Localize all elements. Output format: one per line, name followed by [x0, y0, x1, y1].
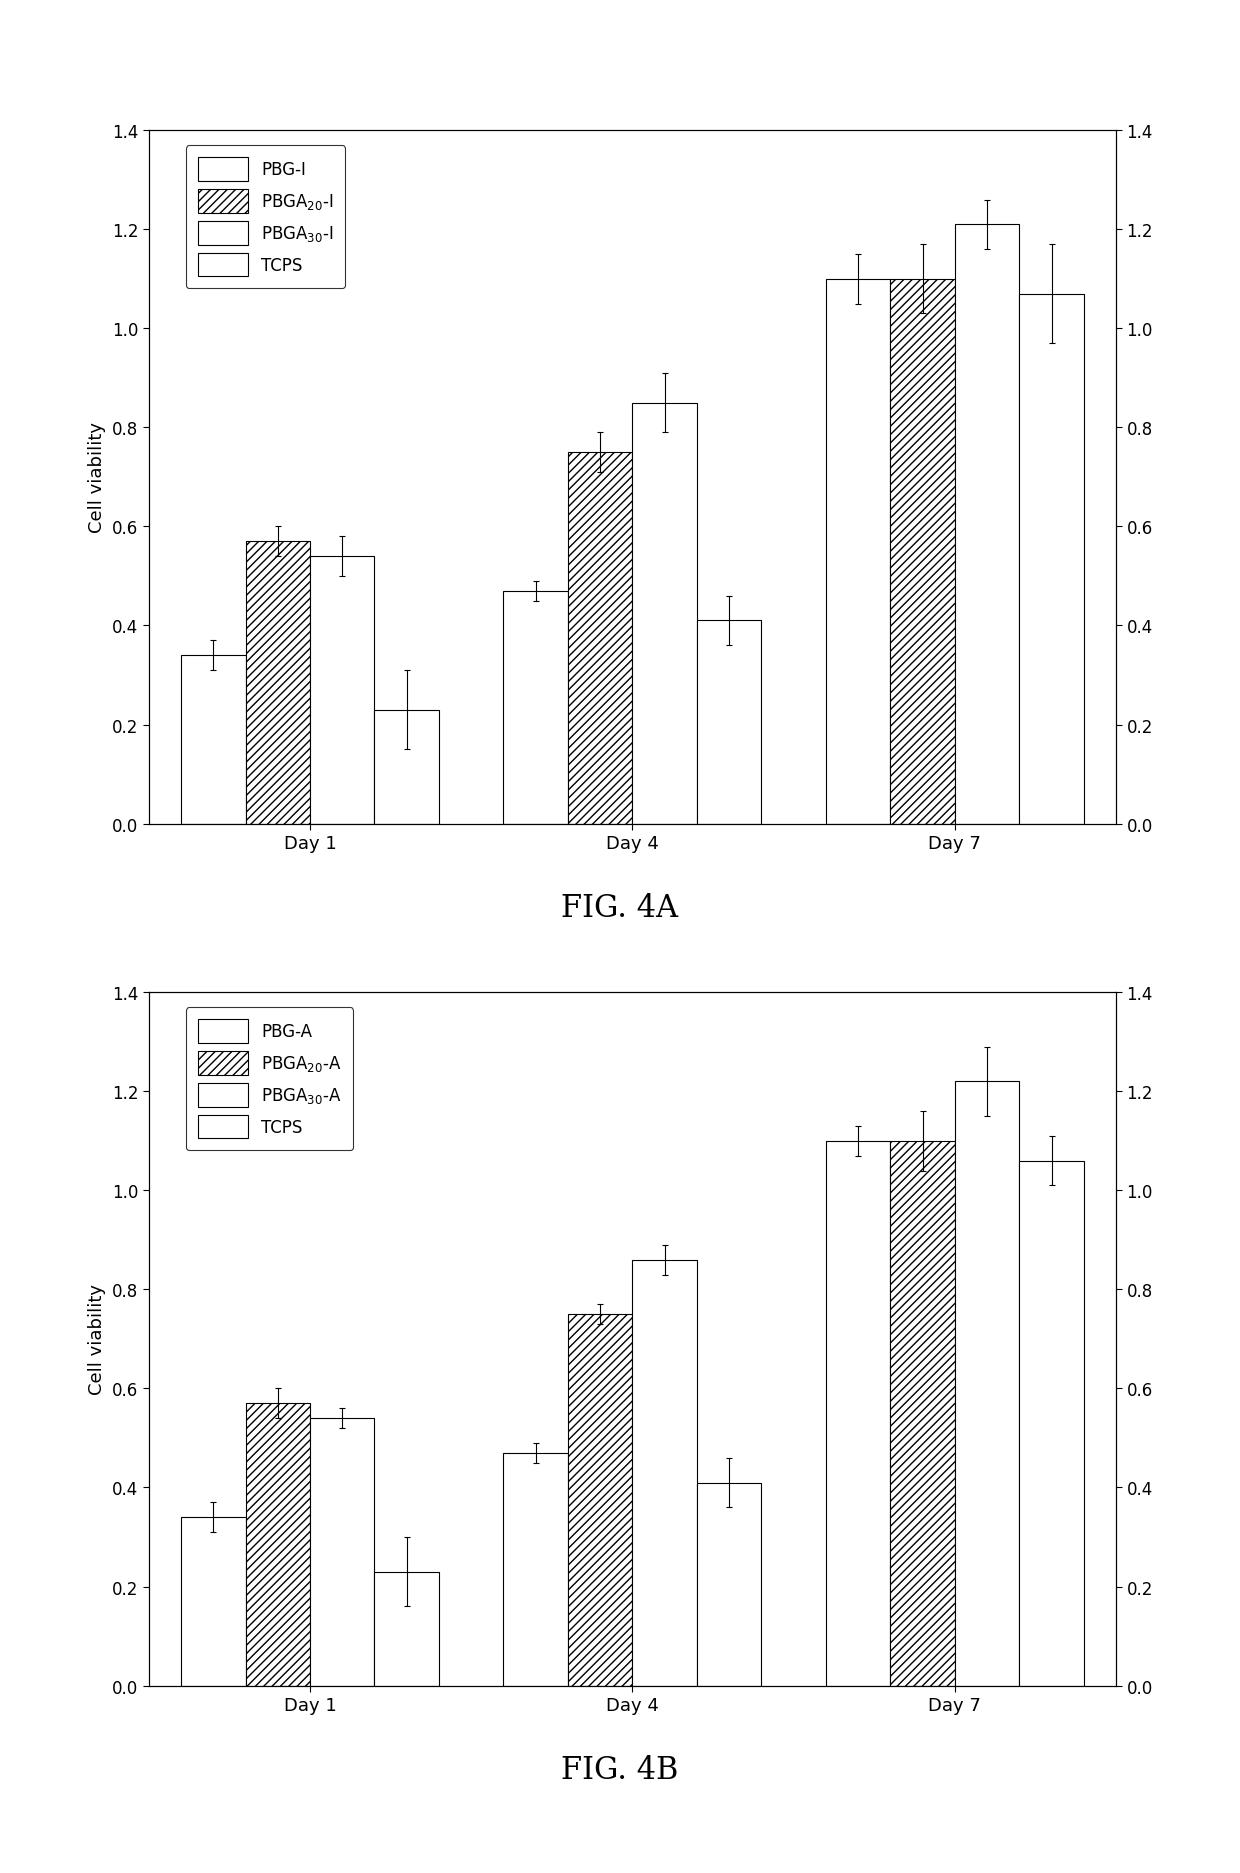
Y-axis label: Cell viability: Cell viability: [88, 421, 107, 534]
Bar: [246, 541, 310, 824]
Bar: [890, 279, 955, 824]
Bar: [181, 1517, 246, 1686]
Bar: [246, 1403, 310, 1686]
Bar: [310, 556, 374, 824]
Bar: [568, 1315, 632, 1686]
Bar: [374, 710, 439, 824]
Bar: [632, 403, 697, 824]
Bar: [697, 622, 761, 824]
Bar: [374, 1571, 439, 1686]
Bar: [632, 1261, 697, 1686]
Bar: [310, 1418, 374, 1686]
Bar: [503, 1453, 568, 1686]
Bar: [955, 225, 1019, 824]
Bar: [890, 1141, 955, 1686]
Y-axis label: Cell viability: Cell viability: [88, 1283, 107, 1395]
Text: FIG. 4B: FIG. 4B: [562, 1755, 678, 1785]
Bar: [568, 453, 632, 824]
Bar: [1019, 294, 1084, 824]
Bar: [955, 1083, 1019, 1686]
Legend: PBG-I, PBGA$_{20}$-I, PBGA$_{30}$-I, TCPS: PBG-I, PBGA$_{20}$-I, PBGA$_{30}$-I, TCP…: [186, 146, 345, 288]
Legend: PBG-A, PBGA$_{20}$-A, PBGA$_{30}$-A, TCPS: PBG-A, PBGA$_{20}$-A, PBGA$_{30}$-A, TCP…: [186, 1008, 353, 1150]
Bar: [697, 1483, 761, 1686]
Bar: [1019, 1161, 1084, 1686]
Bar: [826, 1141, 890, 1686]
Bar: [503, 592, 568, 824]
Text: FIG. 4A: FIG. 4A: [562, 893, 678, 923]
Bar: [181, 656, 246, 824]
Bar: [826, 279, 890, 824]
